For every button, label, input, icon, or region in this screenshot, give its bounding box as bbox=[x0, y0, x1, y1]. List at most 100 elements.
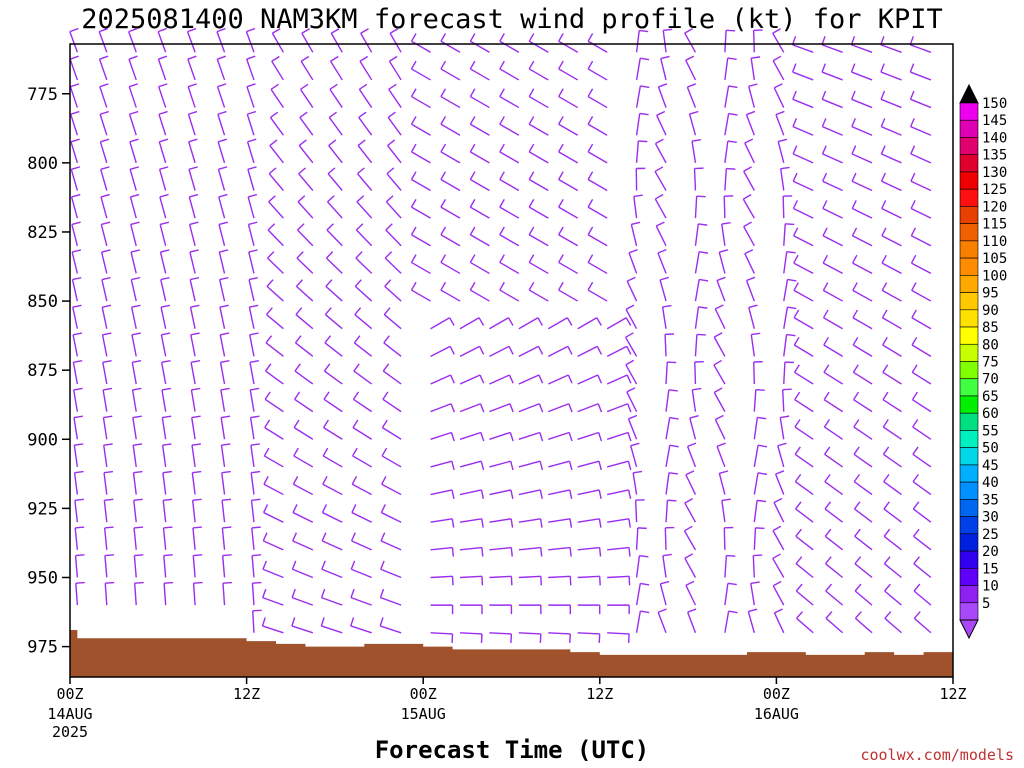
wind-barb bbox=[220, 445, 226, 468]
wind-barb-flag bbox=[218, 221, 228, 226]
wind-barb-flag bbox=[451, 547, 455, 557]
colorbar-label: 140 bbox=[982, 130, 1007, 146]
wind-barb-flag bbox=[163, 526, 173, 529]
wind-barb bbox=[380, 568, 402, 579]
wind-barb-flag bbox=[324, 307, 332, 316]
wind-barb-flag bbox=[218, 166, 228, 171]
wind-barb bbox=[249, 389, 255, 412]
wind-barb bbox=[881, 289, 902, 302]
wind-barb bbox=[851, 125, 873, 136]
wind-barb bbox=[251, 555, 255, 578]
wind-barb-flag bbox=[569, 489, 573, 499]
wind-barb bbox=[528, 289, 549, 302]
wind-barb-flag bbox=[250, 443, 260, 446]
wind-barb bbox=[606, 317, 627, 330]
wind-barb bbox=[627, 418, 638, 440]
wind-barb-flag bbox=[247, 110, 257, 115]
wind-barb bbox=[191, 417, 196, 440]
wind-barb bbox=[262, 625, 284, 634]
wind-barb-flag bbox=[440, 198, 447, 208]
wind-barb-flag bbox=[70, 110, 80, 115]
colorbar-label: 60 bbox=[982, 406, 999, 422]
wind-barb bbox=[634, 500, 638, 523]
colorbar-label: 110 bbox=[982, 234, 1007, 250]
wind-barb-flag bbox=[159, 138, 169, 143]
wind-barb-flag bbox=[794, 419, 801, 428]
wind-barb-flag bbox=[189, 221, 199, 226]
wind-barb bbox=[773, 87, 785, 108]
wind-barb bbox=[325, 257, 343, 274]
wind-barb bbox=[103, 527, 108, 550]
wind-barb bbox=[851, 44, 873, 53]
wind-barb-flag bbox=[440, 60, 447, 70]
wind-barb bbox=[779, 417, 785, 440]
wind-barb-flag bbox=[743, 166, 752, 172]
wind-barb-flag bbox=[103, 470, 114, 474]
wind-barb bbox=[821, 71, 843, 81]
wind-barb-flag bbox=[910, 172, 916, 182]
wind-barb bbox=[301, 32, 314, 53]
wind-barb-flag bbox=[795, 528, 802, 537]
wind-barb-flag bbox=[101, 221, 111, 226]
wind-barb bbox=[912, 508, 932, 523]
colorbar-label: 115 bbox=[982, 217, 1007, 233]
wind-barb bbox=[577, 489, 600, 496]
wind-barb-flag bbox=[713, 387, 723, 393]
wind-barb bbox=[470, 206, 490, 219]
wind-barb bbox=[328, 145, 343, 164]
wind-barb bbox=[691, 389, 697, 412]
wind-barb-flag bbox=[912, 501, 920, 510]
wind-barb bbox=[489, 632, 512, 635]
wind-barb bbox=[388, 60, 402, 81]
wind-barb-flag bbox=[246, 83, 256, 88]
wind-barb bbox=[100, 224, 108, 246]
wind-barb-flag bbox=[72, 304, 82, 308]
colorbar-swatch bbox=[959, 309, 979, 328]
wind-barb-flag bbox=[587, 116, 594, 125]
wind-barb-flag bbox=[658, 83, 668, 88]
wind-barb bbox=[380, 540, 402, 551]
wind-barb bbox=[74, 500, 79, 523]
wind-barb bbox=[459, 518, 482, 523]
wind-barb-flag bbox=[188, 138, 198, 143]
wind-barb-flag bbox=[357, 139, 366, 147]
wind-barb-flag bbox=[330, 28, 340, 34]
y-tick-label: 925 bbox=[27, 499, 58, 519]
wind-barb-flag bbox=[246, 27, 256, 33]
wind-barb-flag bbox=[102, 304, 112, 308]
wind-barb bbox=[607, 489, 629, 496]
wind-barb bbox=[851, 71, 873, 81]
wind-barb bbox=[686, 86, 697, 108]
wind-barb-flag bbox=[687, 442, 697, 448]
colorbar-swatch bbox=[959, 516, 979, 535]
wind-barb bbox=[499, 289, 520, 302]
wind-barb bbox=[385, 229, 402, 247]
wind-barb-flag bbox=[719, 249, 729, 253]
wind-barb-flag bbox=[773, 83, 783, 89]
wind-barb-flag bbox=[469, 88, 476, 97]
wind-barb bbox=[577, 345, 598, 357]
wind-barb bbox=[694, 196, 698, 219]
wind-barb-flag bbox=[689, 110, 699, 115]
wind-barb-flag bbox=[780, 415, 790, 419]
wind-barb bbox=[294, 370, 314, 385]
wind-barb-flag bbox=[668, 472, 678, 475]
x-tick-sublabel: 16AUG bbox=[754, 705, 799, 723]
wind-barb bbox=[430, 345, 451, 357]
wind-barb bbox=[98, 31, 108, 53]
terrain-fill bbox=[70, 630, 953, 677]
wind-barb bbox=[330, 32, 343, 53]
wind-barb bbox=[753, 389, 757, 412]
wind-barb bbox=[911, 235, 932, 247]
wind-barb bbox=[548, 374, 569, 385]
wind-barb bbox=[99, 141, 108, 164]
wind-barb-flag bbox=[793, 364, 800, 373]
wind-barb bbox=[654, 198, 667, 219]
wind-barb-flag bbox=[267, 223, 276, 231]
wind-barb-flag bbox=[217, 55, 227, 60]
wind-barb-flag bbox=[851, 227, 858, 237]
wind-barb-flag bbox=[268, 195, 276, 203]
wind-barb bbox=[606, 460, 629, 468]
wind-barb-flag bbox=[880, 63, 885, 73]
wind-barb-flag bbox=[822, 282, 829, 291]
